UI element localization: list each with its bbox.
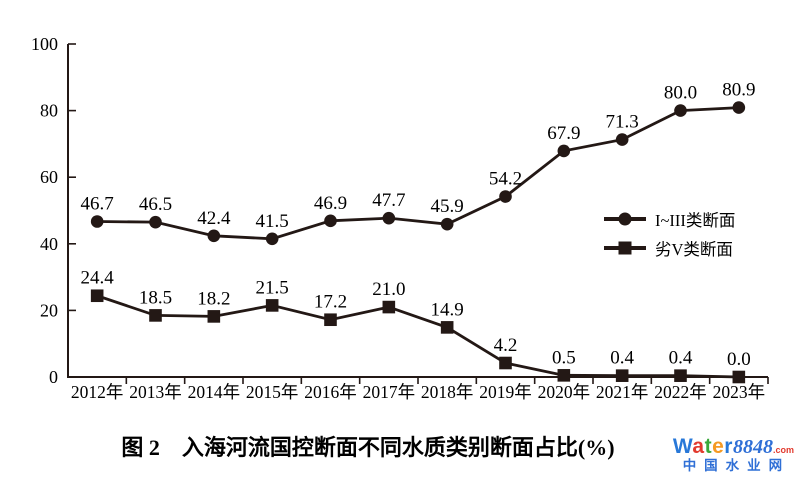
y-axis-label: 100 — [31, 34, 58, 54]
watermark-letter: r — [724, 435, 733, 458]
watermark-letter: t — [704, 435, 713, 458]
series-line-0 — [97, 106, 739, 241]
data-point-label: 46.5 — [139, 194, 172, 215]
figure-caption: 图 2 入海河流国控断面不同水质类别断面占比(%) — [121, 435, 615, 460]
watermark-water8848: Water8848.com 中国水业网 — [673, 436, 794, 474]
legend-label-worse-than-class5: 劣V类断面 — [655, 240, 733, 259]
data-point-label: 21.0 — [372, 279, 405, 300]
data-point-marker — [674, 369, 687, 382]
watermark-logo-text: Water — [673, 435, 733, 458]
data-point-marker — [440, 321, 454, 334]
data-point-marker — [732, 370, 746, 384]
data-point-marker — [265, 232, 279, 246]
watermark-letter: W — [672, 435, 693, 458]
x-axis-label: 2022年 — [654, 382, 707, 402]
legend-line-sample — [604, 212, 646, 226]
data-point-marker — [324, 214, 337, 228]
data-point-marker — [324, 313, 337, 327]
watermark-letter: e — [712, 435, 725, 458]
data-point-marker — [557, 369, 571, 382]
watermark-letter: a — [692, 435, 705, 458]
data-point-label: 4.2 — [494, 335, 518, 356]
data-point-label: 46.7 — [81, 193, 114, 214]
series-line-1 — [96, 294, 739, 379]
x-axis-label: 2015年 — [246, 382, 299, 402]
data-point-label: 42.4 — [197, 208, 231, 229]
data-point-marker — [90, 289, 104, 303]
circle-marker-icon — [618, 212, 632, 226]
data-point-marker — [615, 133, 629, 146]
legend-line-sample — [604, 241, 646, 255]
data-point-marker — [557, 144, 571, 158]
data-point-label: 14.9 — [431, 299, 464, 320]
data-point-label: 46.9 — [314, 193, 347, 214]
data-point-marker — [90, 215, 104, 228]
x-axis-label: 2021年 — [596, 382, 649, 402]
data-point-label: 47.7 — [372, 190, 405, 211]
y-axis-label: 20 — [40, 300, 58, 320]
watermark-number: 8848 — [732, 436, 773, 458]
watermark-site-name: 中国水业网 — [682, 458, 791, 474]
data-point-label: 21.5 — [256, 277, 289, 298]
data-point-marker — [674, 104, 687, 117]
data-point-marker — [207, 310, 221, 323]
data-point-marker — [615, 369, 629, 382]
legend-item-worse-than-class5: 劣V类断面 — [604, 235, 735, 261]
y-axis-label: 60 — [40, 167, 58, 187]
x-axis-label: 2020年 — [538, 382, 591, 402]
data-point-marker — [265, 299, 279, 312]
chart-legend: I~III类断面 劣V类断面 — [604, 206, 735, 264]
data-point-label: 0.0 — [727, 349, 751, 370]
data-point-label: 0.4 — [669, 348, 693, 369]
legend-label-class1-3: I~III类断面 — [655, 211, 736, 230]
data-point-label: 71.3 — [606, 112, 639, 133]
data-point-marker — [382, 300, 396, 314]
data-point-label: 0.5 — [552, 347, 576, 368]
data-point-marker — [499, 356, 512, 370]
y-axis-label: 40 — [40, 234, 58, 254]
x-axis-label: 2014年 — [188, 382, 241, 402]
line-chart: 0 20 40 60 80 100 2012年 2013年 2014年 2015年 2016年 201… — [31, 34, 769, 402]
x-axis-label: 2016年 — [304, 382, 357, 402]
legend-item-class1-3: I~III类断面 — [604, 206, 735, 232]
data-point-marker — [440, 217, 454, 231]
x-axis-label: 2018年 — [421, 382, 474, 402]
data-point-label: 41.5 — [256, 211, 289, 232]
x-axis-label: 2017年 — [363, 382, 416, 402]
x-axis-label: 2012年 — [71, 382, 124, 402]
data-point-label: 0.4 — [610, 348, 634, 369]
x-axis-label: 2019年 — [479, 382, 532, 402]
data-point-label: 18.2 — [197, 288, 230, 309]
data-point-marker — [732, 101, 746, 114]
x-axis-label: 2013年 — [129, 382, 182, 402]
watermark-domain-suffix: .com — [772, 445, 794, 455]
data-point-label: 45.9 — [431, 196, 464, 217]
data-point-marker — [382, 211, 396, 225]
data-point-label: 80.0 — [664, 83, 697, 104]
x-axis-label: 2023年 — [713, 382, 766, 402]
data-point-label: 54.2 — [489, 169, 522, 190]
square-marker-icon — [618, 241, 632, 255]
data-point-label: 17.2 — [314, 292, 347, 313]
data-point-marker — [499, 190, 512, 203]
data-point-label: 24.4 — [81, 268, 115, 289]
y-axis-label: 0 — [49, 367, 58, 387]
y-axis-label: 80 — [40, 101, 58, 121]
watermark-logo-line: Water8848.com — [673, 436, 794, 457]
data-point-marker — [207, 229, 221, 243]
data-point-marker — [149, 215, 162, 229]
data-point-label: 18.5 — [139, 287, 172, 308]
data-point-label: 80.9 — [722, 80, 755, 101]
data-point-marker — [149, 309, 162, 322]
data-point-label: 67.9 — [547, 123, 580, 144]
